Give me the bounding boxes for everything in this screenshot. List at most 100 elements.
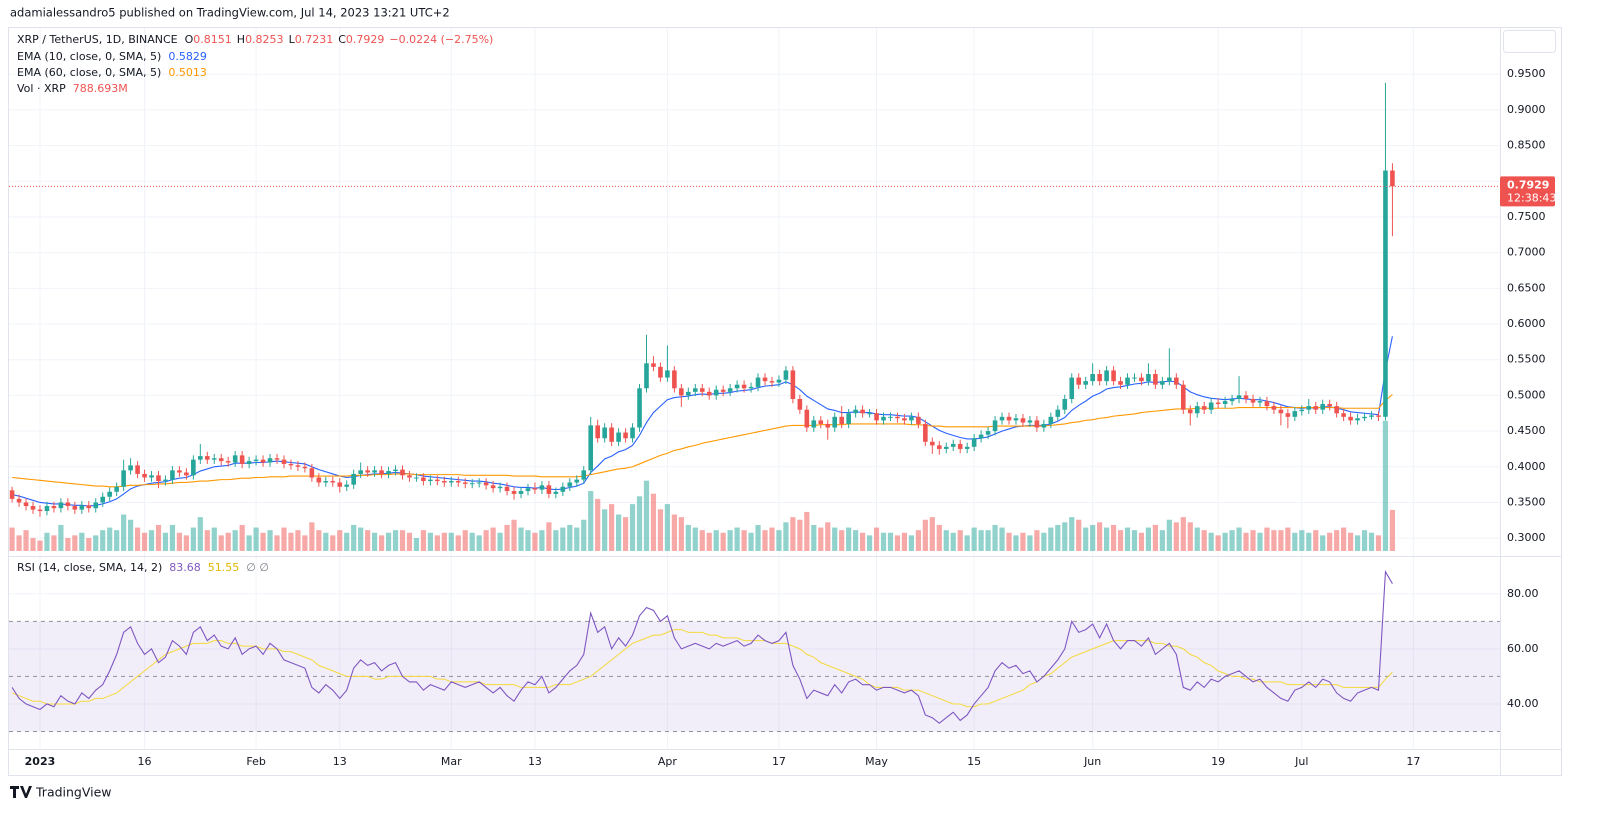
- volume-bar: [657, 509, 664, 551]
- candle-body: [372, 470, 377, 473]
- volume-bar: [121, 514, 127, 551]
- candle-body: [1055, 409, 1061, 417]
- x-tick-label: 17: [772, 755, 786, 768]
- x-tick-label: Apr: [658, 755, 678, 768]
- candle-body: [1006, 416, 1012, 421]
- candle-body: [128, 465, 133, 471]
- candle-body: [1229, 398, 1235, 402]
- volume-bar: [901, 532, 908, 551]
- volume-bar: [539, 530, 545, 551]
- y-tick-label: 0.5500: [1507, 353, 1546, 366]
- candle-body: [72, 506, 78, 510]
- volume-bar: [274, 535, 280, 551]
- rsi-tick-label: 40.00: [1507, 697, 1539, 710]
- candle-body: [421, 477, 426, 482]
- candle-body: [9, 490, 15, 499]
- candle-body: [442, 481, 447, 483]
- volume-bar: [323, 532, 329, 551]
- volume-bar: [302, 535, 308, 551]
- volume-bar: [253, 527, 259, 551]
- candle-body: [1020, 418, 1026, 423]
- candle-body: [783, 370, 789, 380]
- candle-body: [769, 381, 775, 383]
- volume-bar: [616, 514, 622, 551]
- candle-body: [191, 459, 196, 476]
- candle-body: [1013, 418, 1019, 421]
- x-tick-label: Jun: [1083, 755, 1101, 768]
- volume-bar: [1034, 530, 1040, 551]
- volume-bar: [748, 532, 754, 551]
- volume-bar: [1069, 517, 1075, 551]
- candle-body: [23, 502, 29, 507]
- volume-bar: [546, 522, 552, 551]
- change: −0.0224 (−2.75%): [389, 33, 493, 46]
- candle-body: [1125, 377, 1130, 385]
- y-tick-label: 0.4500: [1507, 424, 1546, 437]
- candle-body: [184, 472, 189, 476]
- volume-bar: [246, 535, 252, 551]
- candle-body: [602, 427, 607, 439]
- volume-bar: [936, 524, 942, 551]
- candle-body: [992, 420, 998, 432]
- candle-body: [672, 370, 677, 389]
- volume-bar: [1124, 527, 1131, 551]
- legend-value: 0.5013: [168, 66, 207, 79]
- volume-bar: [107, 527, 113, 551]
- candle-body: [776, 379, 782, 383]
- volume-bar: [1382, 420, 1389, 551]
- volume-bar: [818, 527, 824, 551]
- volume-bar: [448, 532, 454, 551]
- x-tick-label: 2023: [25, 755, 56, 768]
- candle-body: [260, 459, 266, 463]
- candle-body: [867, 413, 872, 415]
- ohlc-value: 0.8253: [245, 33, 284, 46]
- volume-bar: [999, 527, 1005, 551]
- price-tag: [1500, 176, 1555, 207]
- volume-bar: [1229, 530, 1235, 551]
- candle-body: [686, 391, 691, 396]
- candle-body: [553, 491, 559, 494]
- scale-button[interactable]: [1503, 30, 1556, 53]
- volume-bar: [385, 532, 392, 551]
- x-tick-label: May: [865, 755, 888, 768]
- ohlc-key: H: [237, 33, 245, 46]
- volume-bar: [1368, 532, 1375, 551]
- y-tick-label: 0.6500: [1507, 281, 1546, 294]
- candle-body: [511, 491, 517, 494]
- candle-body: [1208, 402, 1214, 410]
- volume-bar: [1152, 524, 1159, 551]
- candle-body: [720, 389, 726, 392]
- volume-bar: [79, 532, 85, 551]
- candle-body: [351, 473, 356, 485]
- rsi-line: [11, 569, 1393, 724]
- volume-bar: [664, 504, 671, 551]
- volume-bar: [197, 517, 203, 551]
- price-tag-countdown: 12:38:43: [1507, 191, 1556, 204]
- volume-bar: [1020, 532, 1026, 551]
- volume-bar: [134, 527, 141, 551]
- legend-ema10: EMA (10, close, 0, SMA, 5) 0.5829: [17, 50, 207, 63]
- candle-body: [818, 420, 824, 424]
- candle-body: [225, 461, 231, 463]
- candle-body: [1390, 170, 1395, 187]
- volume-bar: [1131, 530, 1138, 551]
- volume-bar: [469, 532, 475, 551]
- volume-bar: [23, 530, 29, 551]
- volume-bar: [978, 530, 984, 551]
- volume-bar: [476, 535, 482, 551]
- volume-bar: [825, 522, 831, 551]
- ema-line: [12, 394, 1393, 488]
- volume-bar: [929, 517, 935, 551]
- volume-bar: [943, 530, 949, 551]
- candle-body: [163, 479, 168, 482]
- candle-body: [860, 409, 865, 414]
- candle-body: [916, 416, 921, 424]
- candle-body: [100, 496, 106, 503]
- candle-body: [414, 477, 419, 479]
- volume-bar: [1285, 527, 1291, 551]
- volume-bar: [309, 522, 315, 551]
- volume-bar: [93, 535, 99, 551]
- volume-bar: [239, 524, 245, 551]
- legend-name: RSI (14, close, SMA, 14, 2): [17, 561, 162, 574]
